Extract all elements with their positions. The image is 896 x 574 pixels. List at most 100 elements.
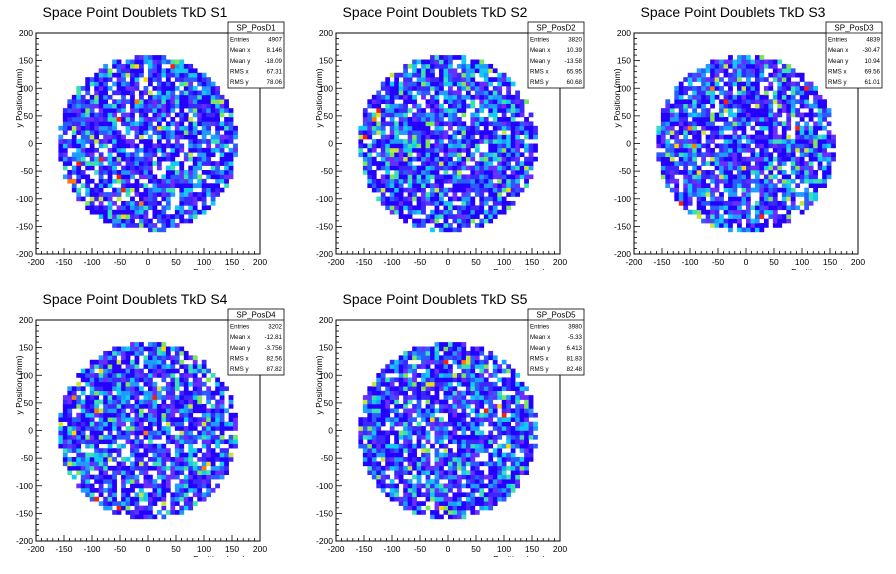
histogram-bin [492,209,498,215]
histogram-bin [125,386,131,392]
histogram-bin [434,355,440,361]
histogram-bin [385,474,391,480]
histogram-bin [660,156,666,162]
histogram-bin [710,112,715,118]
histogram-bin [808,125,814,131]
histogram-bin [763,209,769,215]
histogram-bin [777,156,783,162]
histogram-bin [719,178,724,184]
histogram-bin [412,474,417,480]
histogram-bin [443,90,449,96]
histogram-bin [107,192,113,197]
histogram-bin [206,390,212,396]
histogram-bin [130,487,135,493]
histogram-bin [425,147,431,153]
histogram-bin [215,178,220,184]
histogram-bin [389,457,395,462]
histogram-bin [134,342,140,347]
histogram-bin [192,183,198,188]
histogram-bin [701,156,706,162]
histogram-bin [403,218,408,224]
histogram-plot: -200 -150 -100 -50 0 50 100 150 200-200-150-100-… [314,308,585,557]
histogram-bin [215,147,220,153]
histogram-bin [448,147,453,153]
histogram-bin [754,112,760,118]
x-tick-label: 50 [171,544,181,554]
histogram-bin [728,77,733,82]
histogram-bin [161,346,167,352]
histogram-bin [746,94,751,100]
histogram-bin [430,514,435,520]
histogram-bin [210,134,216,140]
histogram-bin [376,108,382,113]
histogram-bin [62,434,68,440]
histogram-bin [412,457,417,462]
histogram-bin [528,161,534,166]
histogram-bin [210,170,216,175]
histogram-bin [192,68,198,74]
x-tick-label: -150 [653,257,670,267]
histogram-bin [98,174,104,180]
histogram-bin [497,103,503,109]
histogram-bin [421,386,426,392]
histogram-bin [130,112,135,118]
histogram-bin [750,125,756,131]
histogram-bin [165,130,171,135]
histogram-bin [394,487,400,493]
x-axis-label: x Position (mm) [486,267,545,270]
histogram-bin [456,72,462,78]
histogram-bin [125,214,131,219]
histogram-bin [456,161,462,166]
histogram-bin [510,99,516,105]
histogram-bin [367,147,373,153]
histogram-bin [174,143,180,149]
histogram-bin [772,209,778,215]
histogram-bin [461,196,467,202]
histogram-bin [488,187,494,193]
histogram-bin [389,359,395,365]
histogram-bin [403,417,408,422]
histogram-bin [139,121,144,127]
histogram-bin [687,170,693,175]
histogram-bin [430,496,435,502]
histogram-bin [139,514,144,520]
histogram-bin [737,112,742,118]
histogram-bin [228,152,234,158]
histogram-bin [728,63,733,69]
histogram-bin [394,452,400,458]
histogram-bin [434,59,440,65]
histogram-bin [430,94,435,100]
histogram-bin [224,421,229,427]
histogram-bin [403,434,408,440]
histogram-bin [197,94,203,100]
histogram-bin [219,170,225,175]
histogram-bin [394,457,400,462]
histogram-bin [403,501,408,506]
histogram-bin [219,430,225,436]
histogram-bin [161,408,167,414]
histogram-bin [134,390,140,396]
histogram-bin [746,218,751,224]
histogram-bin [669,134,675,140]
histogram-bin [371,439,377,445]
histogram-bin [80,94,86,100]
histogram-bin [385,492,391,498]
x-tick-label: -50 [114,257,127,267]
histogram-bin [434,373,440,378]
histogram-bin [174,214,180,219]
histogram-bin [683,192,689,197]
histogram-bin [112,125,117,131]
histogram-bin [768,161,774,166]
histogram-bin [67,161,73,166]
histogram-bin [103,487,108,493]
histogram-bin [416,209,422,215]
histogram-bin [741,125,747,131]
histogram-bin [394,421,400,427]
histogram-bin [76,457,82,462]
histogram-bin [103,63,108,69]
histogram-bin [224,156,229,162]
histogram-bin [768,130,774,135]
histogram-bin [130,205,135,211]
histogram-bin [813,139,818,144]
histogram-bin [746,134,751,140]
